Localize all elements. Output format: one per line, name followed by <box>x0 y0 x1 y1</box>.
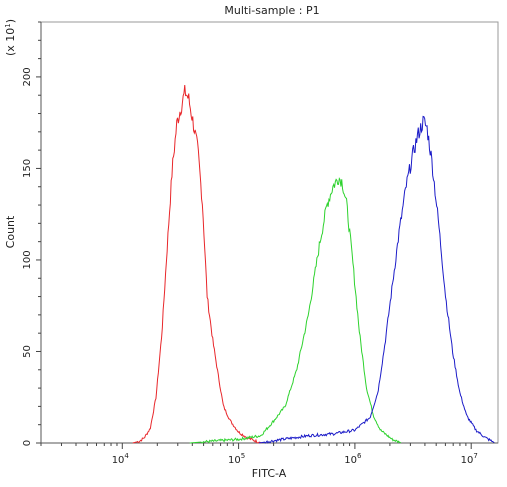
series-layer <box>132 84 495 444</box>
x-tick-label: 104 <box>112 452 130 466</box>
x-tick-label: 105 <box>228 452 245 466</box>
x-axis-title: FITC-A <box>252 467 287 480</box>
histogram-series-1 <box>132 84 262 444</box>
y-ticks: 0 50 100 150 200 <box>22 21 41 446</box>
x-tick-label: 106 <box>344 452 362 466</box>
plot-frame <box>40 21 499 444</box>
y-tick-label: 50 <box>22 345 33 358</box>
chart-title: Multi-sample : P1 <box>224 4 319 17</box>
y-tick-label: 100 <box>22 250 33 269</box>
x-ticks: 104 105 106 107 <box>40 443 478 466</box>
y-tick-label: 150 <box>22 159 33 178</box>
histogram-series-3 <box>258 115 495 444</box>
y-tick-label: 0 <box>22 440 33 446</box>
y-multiplier-label: (x 101) <box>4 19 17 56</box>
histogram-series-2 <box>189 177 402 444</box>
x-tick-label: 107 <box>461 452 478 466</box>
y-axis-title: Count <box>4 215 17 248</box>
y-tick-label: 200 <box>22 67 33 86</box>
